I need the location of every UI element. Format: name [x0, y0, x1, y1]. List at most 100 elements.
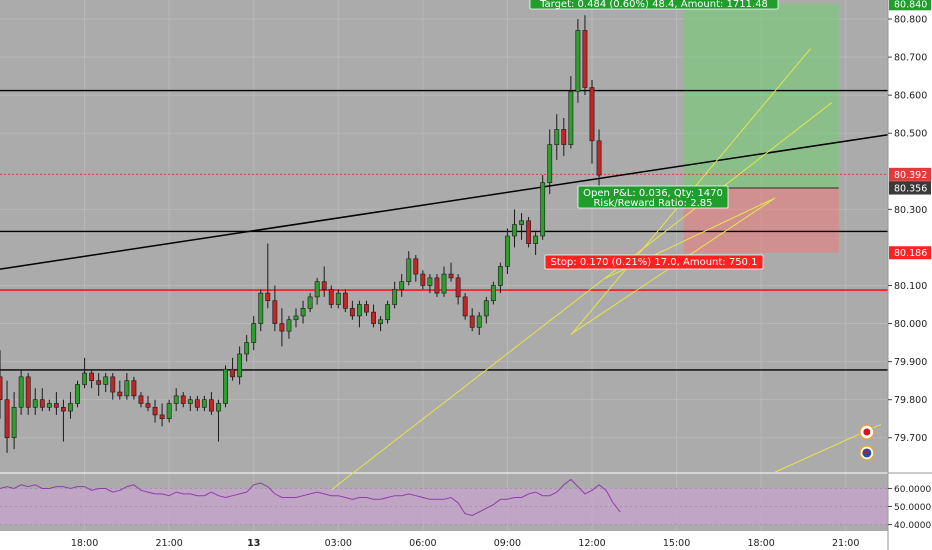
candle	[103, 373, 109, 393]
event-icons[interactable]: 2	[859, 424, 932, 461]
candle	[159, 403, 165, 427]
rsi-line	[0, 478, 621, 517]
target-label-bg	[529, 0, 779, 10]
price-axis-panel	[888, 0, 932, 550]
price-tick-label: 79.700	[894, 433, 927, 444]
yellow-long-trendline[interactable]	[330, 102, 832, 491]
candle-body	[575, 30, 581, 92]
candle	[420, 270, 426, 290]
candle	[540, 175, 546, 240]
target-zone[interactable]	[683, 3, 839, 189]
candle-body	[223, 368, 228, 404]
last-price-tag-bg[interactable]	[889, 167, 931, 181]
candle	[462, 293, 468, 320]
candle	[385, 300, 391, 324]
position-zones[interactable]	[683, 3, 839, 253]
candle-body	[194, 399, 200, 408]
candle-body	[152, 406, 158, 416]
candle	[335, 289, 341, 309]
candle	[39, 388, 45, 412]
candle	[392, 281, 398, 309]
time-tick-label: 13	[247, 538, 260, 549]
candle	[434, 274, 440, 297]
price-tick-label: 80.300	[894, 205, 927, 216]
time-tick-label: 15:00	[663, 538, 690, 549]
time-axis[interactable]: 18:00 21:00 13 03:00 06:00 09:00 12:00 15:00 18:…	[71, 538, 860, 549]
time-tick-label: 18:00	[71, 538, 98, 549]
candle	[483, 296, 489, 324]
price-tick-label: 80.100	[894, 281, 927, 292]
target-label-text: Target: 0.484 (0.60%) 48.4, Amount: 1711…	[539, 0, 768, 10]
candle-body	[342, 292, 348, 309]
candle	[18, 369, 24, 415]
candle-body	[166, 403, 172, 420]
candle-body	[448, 273, 454, 279]
stop-label-bg	[544, 254, 764, 270]
candle-body	[554, 129, 560, 145]
candle-body	[82, 372, 87, 385]
target-label: Target: 0.484 (0.60%) 48.4, Amount: 1711…	[529, 0, 779, 10]
candle	[216, 399, 221, 442]
target-price-tag-bg[interactable]	[889, 0, 931, 11]
candle	[554, 114, 560, 160]
candle	[399, 274, 405, 297]
candle-body	[279, 323, 285, 332]
candle-body	[512, 224, 517, 237]
candle-body	[589, 87, 595, 142]
candle	[357, 300, 362, 328]
candle	[589, 79, 595, 164]
candle-body	[434, 277, 440, 294]
candle	[138, 392, 144, 408]
candle-body	[39, 399, 45, 408]
price-tick-label: 80.800	[894, 15, 927, 26]
candle	[173, 388, 179, 412]
candle	[223, 365, 228, 408]
candle-body	[117, 391, 123, 397]
candle	[328, 285, 334, 309]
entry-price-tag-bg[interactable]	[889, 181, 931, 195]
candle-body	[455, 277, 461, 298]
candle	[32, 388, 38, 415]
candle-body	[519, 220, 524, 225]
candle	[237, 346, 243, 385]
horizontal-lines[interactable]	[0, 89, 888, 371]
pnl-label-bg	[577, 185, 729, 209]
event-flag-red-icon[interactable]	[859, 424, 875, 440]
candle-body	[547, 144, 553, 184]
candle	[286, 315, 292, 339]
candle-body	[441, 273, 447, 294]
candle-body	[406, 258, 412, 282]
candle-body	[476, 315, 482, 328]
candle	[265, 243, 271, 309]
candle-body	[110, 376, 116, 393]
candle	[117, 380, 123, 400]
candle	[342, 289, 348, 313]
candle-body	[251, 323, 257, 343]
black-trendline[interactable]	[0, 134, 889, 270]
price-tick-label: 79.900	[894, 357, 927, 368]
stop-price-tag-bg[interactable]	[889, 246, 931, 260]
time-tick-label: 09:00	[494, 538, 521, 549]
candle-body	[25, 376, 31, 408]
entry-price-tag[interactable]: 80.356	[894, 184, 927, 195]
target-price-tag[interactable]: 80.840	[894, 0, 927, 10]
candle-body	[483, 300, 489, 317]
event-flag-globe-icon[interactable]	[859, 445, 875, 461]
price-tick-label: 80.500	[894, 129, 927, 140]
candle-body	[11, 406, 17, 439]
price-tick-label: 80.600	[894, 91, 927, 102]
candle	[512, 209, 517, 248]
candle	[413, 255, 419, 282]
candle	[89, 369, 95, 389]
candle-body	[216, 403, 221, 412]
candle-body	[272, 300, 278, 324]
candle	[244, 334, 250, 362]
candle-body	[533, 235, 539, 244]
candle-body	[53, 403, 59, 408]
candle	[321, 266, 327, 297]
last-price-tag[interactable]: 80.392	[894, 170, 927, 181]
candle	[575, 19, 581, 103]
stop-price-tag[interactable]: 80.186	[894, 248, 927, 259]
